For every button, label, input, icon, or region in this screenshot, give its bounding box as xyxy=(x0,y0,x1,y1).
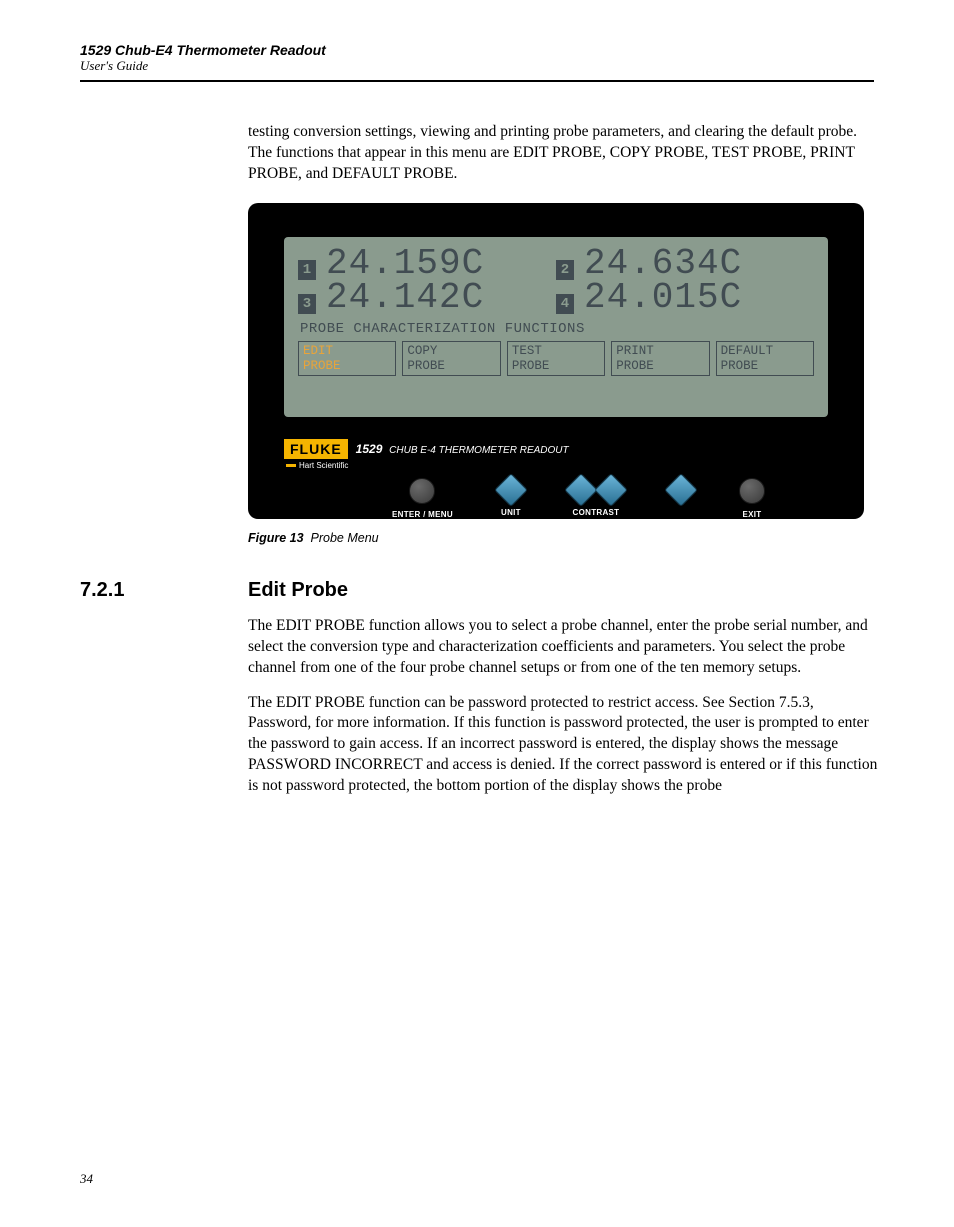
menu-test-probe[interactable]: TEST PROBE xyxy=(507,341,605,376)
contrast-button-group: CONTRAST xyxy=(569,478,623,517)
reading-3: 3 24.142C xyxy=(298,281,556,315)
device-bezel: 1 24.159C 2 24.634C 3 24.142C 4 24.015C xyxy=(248,203,864,519)
menu-item-l2: PROBE xyxy=(616,359,704,373)
menu-item-l2: PROBE xyxy=(303,359,391,373)
hart-scientific-label: Hart Scientific xyxy=(286,461,828,470)
brand-model-text: 1529 CHUB E-4 THERMOMETER READOUT xyxy=(356,442,569,456)
figure-label: Figure 13 xyxy=(248,531,304,545)
exit-arrow-button[interactable] xyxy=(664,473,698,507)
model-desc: CHUB E-4 THERMOMETER READOUT xyxy=(389,445,568,456)
fluke-logo: FLUKE xyxy=(284,439,348,459)
reading-value-2: 24.634C xyxy=(584,247,742,281)
figure-caption: Figure 13 Probe Menu xyxy=(248,531,878,545)
reading-value-1: 24.159C xyxy=(326,247,484,281)
section-para-2: The EDIT PROBE function can be password … xyxy=(248,693,878,798)
menu-item-l1: TEST xyxy=(512,344,600,358)
unit-button-group: UNIT xyxy=(499,478,523,517)
lcd-screen: 1 24.159C 2 24.634C 3 24.142C 4 24.015C xyxy=(284,237,828,417)
reading-4: 4 24.015C xyxy=(556,281,814,315)
figure-text: Probe Menu xyxy=(311,531,379,545)
menu-item-l2: PROBE xyxy=(407,359,495,373)
section-body: The EDIT PROBE function allows you to se… xyxy=(248,616,878,797)
reading-value-4: 24.015C xyxy=(584,281,742,315)
menu-title: PROBE CHARACTERIZATION FUNCTIONS xyxy=(300,321,814,337)
page-header: 1529 Chub-E4 Thermometer Readout User's … xyxy=(80,42,874,74)
exit-label: EXIT xyxy=(742,510,761,519)
menu-copy-probe[interactable]: COPY PROBE xyxy=(402,341,500,376)
menu-print-probe[interactable]: PRINT PROBE xyxy=(611,341,709,376)
enter-menu-button[interactable] xyxy=(409,478,435,504)
enter-menu-label: ENTER / MENU xyxy=(392,510,453,519)
menu-item-l1: PRINT xyxy=(616,344,704,358)
reading-badge-3: 3 xyxy=(298,294,316,314)
contrast-label: CONTRAST xyxy=(573,508,620,517)
reading-badge-4: 4 xyxy=(556,294,574,314)
model-number: 1529 xyxy=(356,442,383,456)
section-para-1: The EDIT PROBE function allows you to se… xyxy=(248,616,878,679)
reading-2: 2 24.634C xyxy=(556,247,814,281)
menu-item-l2: PROBE xyxy=(721,359,809,373)
section-heading-row: 7.2.1 Edit Probe xyxy=(80,579,874,602)
reading-badge-1: 1 xyxy=(298,260,316,280)
reading-value-3: 24.142C xyxy=(326,281,484,315)
contrast-up-button[interactable] xyxy=(594,473,628,507)
menu-row: EDIT PROBE COPY PROBE TEST PROBE PRINT P… xyxy=(298,341,814,376)
intro-paragraph: testing conversion settings, viewing and… xyxy=(248,122,878,185)
figure-13: 1 24.159C 2 24.634C 3 24.142C 4 24.015C xyxy=(248,203,878,545)
menu-edit-probe[interactable]: EDIT PROBE xyxy=(298,341,396,376)
brand-row: FLUKE 1529 CHUB E-4 THERMOMETER READOUT xyxy=(284,439,828,459)
reading-1: 1 24.159C xyxy=(298,247,556,281)
unit-label: UNIT xyxy=(501,508,521,517)
exit-button-group xyxy=(669,478,693,502)
doc-subtitle: User's Guide xyxy=(80,58,874,74)
header-rule xyxy=(80,80,874,82)
section-title: Edit Probe xyxy=(248,579,348,602)
reading-badge-2: 2 xyxy=(556,260,574,280)
menu-default-probe[interactable]: DEFAULT PROBE xyxy=(716,341,814,376)
unit-button[interactable] xyxy=(494,473,528,507)
enter-menu-button-group: ENTER / MENU xyxy=(392,478,453,519)
section-number: 7.2.1 xyxy=(0,579,248,602)
page-number: 34 xyxy=(80,1171,93,1187)
menu-item-l1: COPY xyxy=(407,344,495,358)
exit-round-group: EXIT xyxy=(739,478,765,519)
menu-item-l2: PROBE xyxy=(512,359,600,373)
menu-item-l1: EDIT xyxy=(303,344,391,358)
menu-item-l1: DEFAULT xyxy=(721,344,809,358)
body-column: testing conversion settings, viewing and… xyxy=(248,122,878,545)
contrast-down-button[interactable] xyxy=(564,473,598,507)
hardware-buttons: ENTER / MENU UNIT CONTRAST xyxy=(392,478,828,519)
exit-button[interactable] xyxy=(739,478,765,504)
readings-grid: 1 24.159C 2 24.634C 3 24.142C 4 24.015C xyxy=(298,247,814,315)
doc-title: 1529 Chub-E4 Thermometer Readout xyxy=(80,42,874,58)
